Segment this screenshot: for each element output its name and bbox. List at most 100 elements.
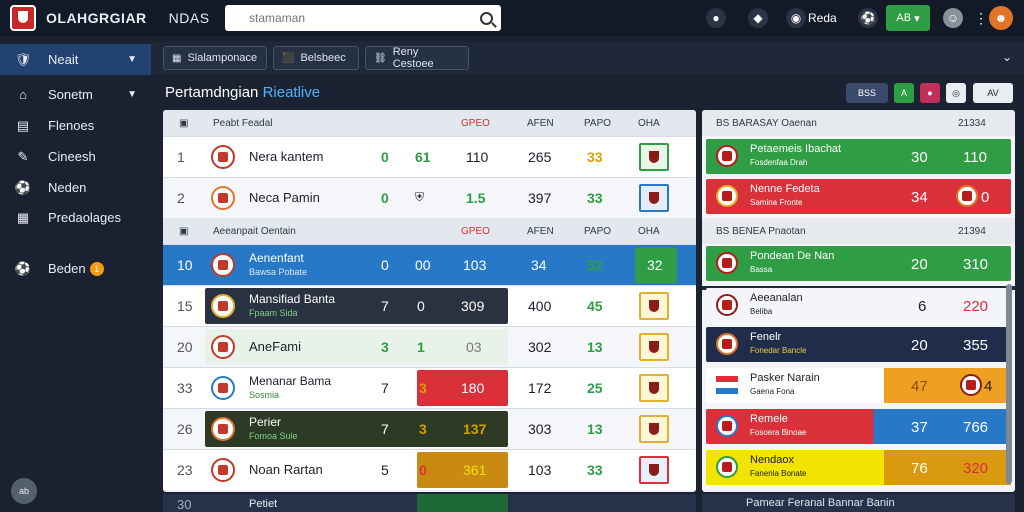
live-panel: BS BARASAY Oaenan 21334 Petaemeis Ibacha… — [702, 110, 1015, 492]
red-button[interactable]: ● — [920, 83, 940, 103]
match-row[interactable]: Aeeanalan Beliba 6 220 — [706, 288, 1011, 323]
notification-icon[interactable]: ◆ — [748, 8, 768, 28]
sidebar-item-flenoes[interactable]: ▤ Flenoes — [0, 110, 151, 141]
table-row[interactable]: 33 Menanar Bama Sosmia 7 3 180 172 25 — [163, 367, 696, 408]
page-title-main: Pertamdngian — [165, 84, 259, 101]
section-title: Peabt Feadal — [213, 117, 273, 129]
stat-c: 361 — [463, 462, 487, 478]
sidebar-item-neait[interactable]: 🛡 Neait ▼ — [0, 44, 151, 75]
table-row[interactable]: 20 AneFami 3 1 03 302 13 — [163, 326, 696, 367]
column-header: PAPO — [584, 117, 612, 129]
account-label[interactable]: Reda — [808, 11, 837, 25]
value-b: 355 — [963, 337, 989, 354]
stat-e: 33 — [587, 462, 603, 478]
scrollbar[interactable] — [1006, 284, 1012, 484]
match-row[interactable]: Pondean De Nan Bassa 20 310 — [706, 246, 1011, 281]
app-logo[interactable] — [10, 5, 36, 31]
tab-reny-cestoee[interactable]: ⛓ Reny Cestoee — [365, 46, 469, 70]
chevron-down-icon: ▼ — [127, 54, 137, 65]
tab-bar: ▦ Slalamponace ⬛ Belsbeec ⛓ Reny Cestoee… — [151, 42, 1024, 74]
column-header: OHA — [638, 225, 660, 237]
stat-a: 0 — [381, 190, 389, 206]
value-b: 0 — [981, 189, 990, 206]
filter-button-label: BSS — [857, 88, 876, 98]
match-name: Fenelr Fonedar Bancle — [750, 331, 806, 357]
highlight-cell — [635, 247, 677, 283]
stat-b: 3 — [419, 380, 427, 396]
stat-e: 13 — [587, 421, 603, 437]
match-row[interactable]: Remele Fosoera Binoae 37 766 — [706, 409, 1011, 444]
filter-button[interactable]: BSS — [846, 83, 888, 103]
team-name: Petiet — [249, 498, 278, 510]
chevron-down-icon[interactable]: ⌄ — [1001, 50, 1012, 64]
team-sub: Fonedar Bancle — [750, 346, 807, 355]
green-button[interactable]: A — [894, 83, 914, 103]
chevron-down-icon: ▼ — [127, 89, 137, 100]
stat-c: 180 — [461, 380, 485, 396]
ball-icon[interactable]: ⚽ — [858, 8, 878, 28]
stat-e: 25 — [587, 380, 603, 396]
table-row[interactable]: 26 Perier Fomoa Sule 7 3 137 303 13 — [163, 408, 696, 449]
stat-d: 400 — [528, 298, 552, 314]
match-row[interactable]: Petaemeis Ibachat Fosdenfaa Drah 30 110 — [706, 139, 1011, 174]
match-row[interactable]: Nendaox Fanenla Bonate 76 320 — [706, 450, 1011, 485]
value-a: 37 — [911, 419, 928, 436]
team-name: Aeeanalan — [750, 292, 803, 304]
calendar-icon: ▣ — [179, 117, 189, 129]
sidebar-item-cineesh[interactable]: ✎ Cineesh — [0, 141, 151, 172]
stat-d: 34 — [531, 257, 547, 273]
stat-c: 03 — [466, 339, 482, 355]
value-a: 20 — [911, 256, 928, 273]
table-row[interactable]: 1 Nera kantem 0 61 110 265 33 — [163, 136, 696, 177]
team-name: Nera kantem — [249, 149, 324, 164]
match-name: Remele Fosoera Binoae — [750, 413, 806, 439]
more-icon[interactable]: ⋮ — [974, 9, 988, 26]
table-row[interactable]: 23 Noan Rartan 5 0 361 103 33 — [163, 449, 696, 490]
whistle-icon: ✎ — [17, 148, 29, 164]
settings-icon[interactable]: ◎ — [946, 83, 966, 103]
view-button[interactable]: AV — [973, 83, 1013, 103]
profile-avatar[interactable]: ☻ — [989, 6, 1013, 30]
ball-icon: ⚽ — [14, 260, 32, 276]
team-name: Pasker Narain — [750, 372, 820, 384]
sidebar-item-sonetm[interactable]: ⌂ Sonetm ▼ — [0, 79, 151, 110]
match-row[interactable]: Fenelr Fonedar Bancle 20 355 — [706, 327, 1011, 362]
sidebar-item-neden[interactable]: ⚽ Neden — [0, 172, 151, 203]
table-row[interactable]: 30 Petiet — [163, 494, 696, 512]
account-icon[interactable]: ◉ — [786, 8, 806, 28]
team-crest-icon — [716, 145, 738, 167]
search-bar[interactable] — [225, 5, 501, 31]
user-avatar[interactable]: ab — [11, 478, 37, 504]
match-name: Nendaox Fanenla Bonate — [750, 454, 807, 480]
match-row[interactable]: Pasker Narain Gaena Fona 47 4 — [706, 368, 1011, 403]
team-name: Nenne Fedeta — [750, 183, 820, 195]
table-row[interactable]: 2 Neca Pamin 0 ⛨ 1.5 397 33 — [163, 177, 696, 218]
action-button[interactable]: AB ▾ — [886, 5, 930, 31]
tab-slalamponace[interactable]: ▦ Slalamponace — [163, 46, 267, 70]
value-b: 4 — [984, 378, 993, 395]
avatar[interactable]: ☺ — [943, 8, 963, 28]
section-title: BS BARASAY Oaenan — [716, 117, 817, 129]
sidebar-item-predaolages[interactable]: ▦ Predaolages — [0, 202, 151, 233]
value-a: 34 — [911, 189, 928, 206]
value-a: 47 — [911, 378, 928, 395]
team-name: Noan Rartan — [249, 462, 323, 477]
team-crest-icon — [211, 417, 235, 441]
tab-belsbeec[interactable]: ⬛ Belsbeec — [273, 46, 359, 70]
value-b: 310 — [963, 256, 989, 273]
stat-a: 7 — [381, 380, 389, 396]
search-input[interactable] — [233, 11, 480, 25]
sidebar-item-beden[interactable]: ⚽ Beden 1 — [0, 253, 151, 284]
club-badge-icon — [956, 185, 978, 207]
table-row[interactable]: 15 Mansifiad Banta Fpaam Sida 7 0 309 40… — [163, 285, 696, 326]
sidebar-item-label: Sonetm — [48, 87, 93, 102]
stat-a: 0 — [381, 257, 389, 273]
search-icon[interactable] — [480, 11, 493, 25]
team-sub: Fpaam Sida — [249, 308, 298, 318]
table-row[interactable]: 10 Aenenfant Bawsa Pobate 0 00 103 34 32… — [163, 244, 696, 285]
user-icon[interactable]: ● — [706, 8, 726, 28]
stat-c: 103 — [463, 257, 487, 273]
match-row[interactable]: Pamear Feranal Bannar Banin — [702, 494, 1015, 512]
match-row[interactable]: Nenne Fedeta Samina Fronte 34 0 — [706, 179, 1011, 214]
value-b: 110 — [963, 149, 987, 166]
